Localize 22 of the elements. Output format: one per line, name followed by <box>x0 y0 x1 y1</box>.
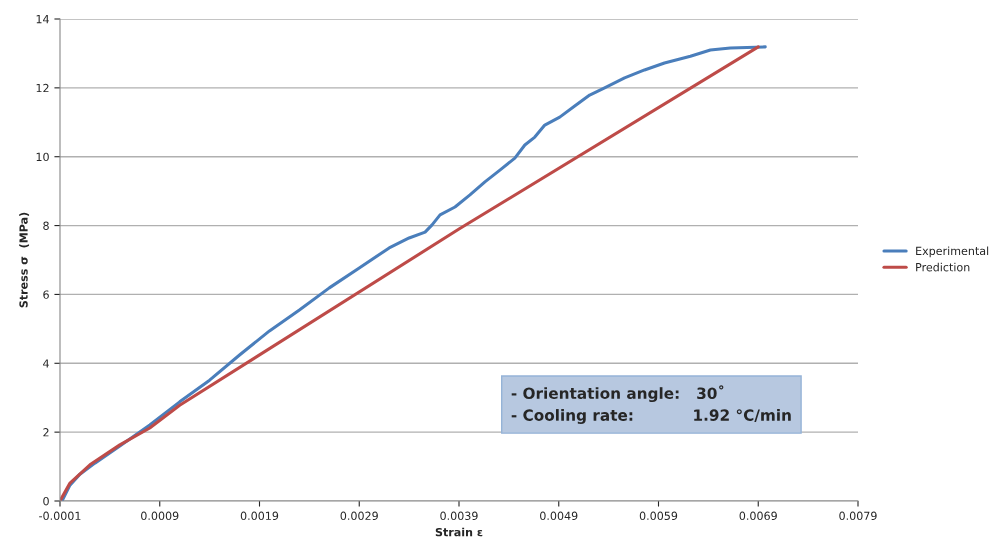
x-tick-label: 0.0009 <box>141 511 179 521</box>
legend-label: Prediction <box>916 262 970 272</box>
y-tick-label: 8 <box>43 221 49 230</box>
y-tick-label: 4 <box>43 359 49 368</box>
x-tick-label: 0.0039 <box>440 511 478 521</box>
x-axis-title: Strain ε <box>435 527 483 537</box>
x-tick-label: 0.0019 <box>240 511 279 521</box>
x-tick-label: -0.0001 <box>39 511 81 521</box>
x-tick-label: 0.0079 <box>839 511 877 521</box>
x-tick-label: 0.0029 <box>340 511 378 521</box>
y-tick-label: 6 <box>43 290 49 299</box>
y-tick-label: 0 <box>43 496 49 506</box>
legend-label: Experimental <box>916 246 989 258</box>
y-tick-label: 2 <box>43 428 49 437</box>
annotation: - Orientation angle: 30˚ - Cooling rate: 1.92 °C/min <box>511 385 791 424</box>
y-tick-label: 14 <box>36 15 49 24</box>
y-tick-label: 10 <box>36 152 49 162</box>
x-tick-label: 0.0069 <box>739 511 777 521</box>
y-axis-title: Stress σ (MPa) <box>19 212 30 308</box>
y-tick-label: 12 <box>36 83 49 93</box>
x-tick-label: 0.0049 <box>540 511 578 521</box>
x-tick-label: 0.0059 <box>639 511 678 521</box>
